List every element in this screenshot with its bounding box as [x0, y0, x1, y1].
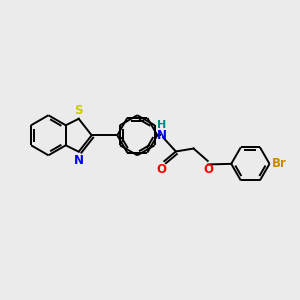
Text: N: N: [74, 154, 84, 166]
Text: Br: Br: [272, 157, 287, 170]
Text: N: N: [157, 129, 167, 142]
Text: O: O: [156, 163, 166, 176]
Text: O: O: [203, 163, 213, 176]
Text: H: H: [158, 120, 167, 130]
Text: S: S: [74, 104, 83, 117]
